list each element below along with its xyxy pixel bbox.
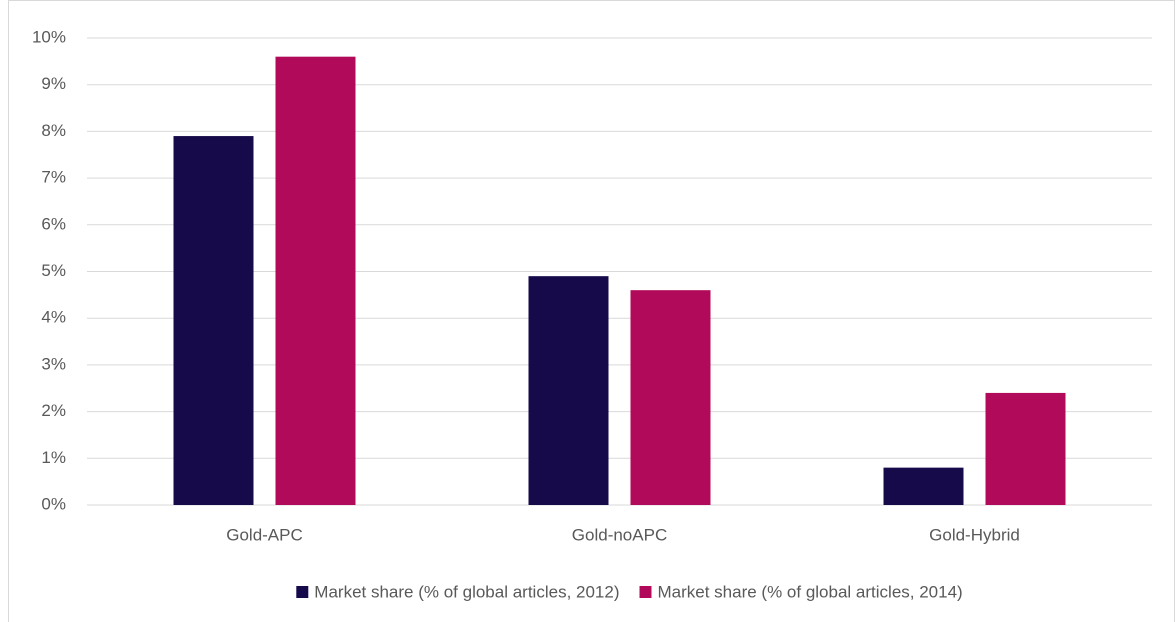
- legend-label: Market share (% of global articles, 2014…: [658, 582, 963, 601]
- y-tick-label: 9%: [41, 74, 66, 93]
- legend-swatch: [296, 586, 309, 598]
- bar: [883, 467, 964, 505]
- y-tick-label: 3%: [41, 354, 66, 373]
- x-tick-label: Gold-noAPC: [572, 525, 667, 544]
- bar: [985, 392, 1066, 505]
- x-tick-label: Gold-Hybrid: [929, 525, 1020, 544]
- y-tick-label: 1%: [41, 448, 66, 467]
- bar: [630, 290, 711, 505]
- y-tick-label: 2%: [41, 401, 66, 420]
- bar: [173, 136, 254, 505]
- bar: [275, 56, 356, 506]
- x-tick-label: Gold-APC: [226, 525, 303, 544]
- y-tick-label: 8%: [41, 121, 66, 140]
- y-tick-label: 4%: [41, 308, 66, 327]
- y-tick-label: 6%: [41, 214, 66, 233]
- legend-swatch: [639, 586, 652, 598]
- y-tick-label: 7%: [41, 168, 66, 187]
- y-tick-label: 10%: [32, 27, 66, 46]
- y-tick-label: 5%: [41, 261, 66, 280]
- y-tick-label: 0%: [41, 494, 66, 513]
- legend-label: Market share (% of global articles, 2012…: [314, 582, 619, 601]
- bar: [528, 276, 609, 505]
